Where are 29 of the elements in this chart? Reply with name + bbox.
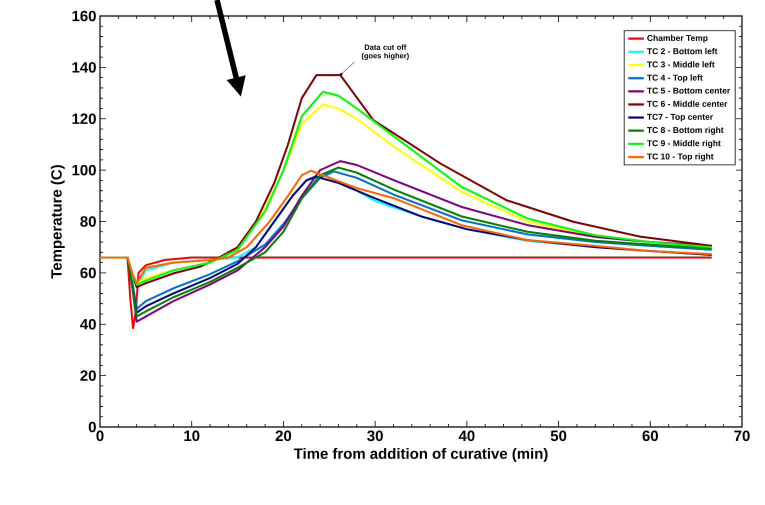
legend-label: TC 3 - Middle left: [647, 61, 715, 68]
x-tick-label: 50: [550, 430, 566, 442]
legend-label: TC 2 - Bottom left: [647, 48, 718, 54]
legend-label: Chamber Temp: [647, 34, 708, 43]
y-tick-label: 20: [80, 370, 96, 381]
y-tick-label: 140: [72, 62, 96, 73]
y-tick-label: 40: [80, 318, 96, 330]
legend-label: TC 8 - Bottom right: [647, 126, 724, 135]
legend-label: TC 6 - Middle center: [647, 100, 728, 107]
y-tick-label: 100: [72, 164, 96, 176]
x-axis-title: Time from addition of curative (min): [294, 448, 548, 462]
legend-label: TC 9 - Middle right: [647, 140, 721, 148]
x-tick-label: 0: [96, 430, 104, 442]
legend-label: TC7 - Top center: [647, 114, 713, 122]
legend-label: TC 4 - Top left: [647, 74, 703, 82]
y-tick-label: 60: [80, 268, 96, 278]
x-tick-label: 10: [184, 430, 200, 442]
y-axis-title: Temperature (C): [50, 165, 65, 278]
legend-label: TC 5 - Bottom center: [647, 88, 730, 94]
x-tick-label: 60: [642, 430, 658, 442]
x-tick-label: 70: [734, 430, 750, 442]
x-tick-label: 30: [367, 430, 383, 442]
y-tick-label: 160: [72, 10, 96, 22]
y-tick-label: 0: [88, 422, 96, 432]
x-tick-label: 40: [458, 430, 475, 442]
y-tick-label: 80: [80, 216, 96, 227]
legend-label: TC 10 - Top right: [647, 153, 714, 162]
y-tick-label: 120: [72, 113, 96, 124]
x-tick-label: 20: [276, 430, 292, 442]
